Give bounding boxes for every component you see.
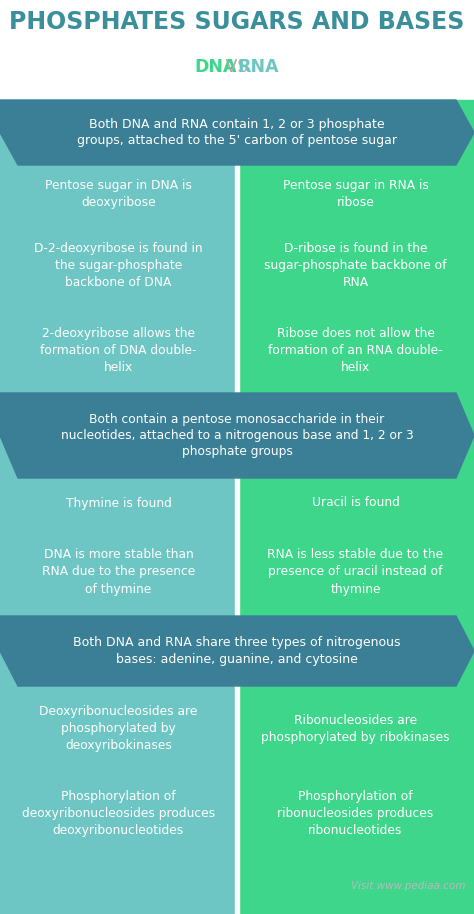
Polygon shape	[0, 100, 474, 165]
Text: VS: VS	[220, 58, 254, 76]
Text: Both DNA and RNA share three types of nitrogenous
bases: adenine, guanine, and c: Both DNA and RNA share three types of ni…	[73, 636, 401, 665]
Text: Visit www.pediaa.com: Visit www.pediaa.com	[352, 881, 466, 891]
Text: Both contain a pentose monosaccharide in their
nucleotides, attached to a nitrog: Both contain a pentose monosaccharide in…	[61, 412, 413, 459]
Text: RNA: RNA	[237, 58, 279, 76]
Text: Ribonucleosides are
phosphorylated by ribokinases: Ribonucleosides are phosphorylated by ri…	[261, 714, 450, 743]
Bar	[0, 100, 237, 914]
Bar	[235, 100, 239, 914]
Text: Thymine is found: Thymine is found	[65, 496, 172, 509]
Text: Pentose sugar in DNA is
deoxyribose: Pentose sugar in DNA is deoxyribose	[45, 179, 192, 209]
Polygon shape	[0, 616, 474, 686]
Text: Phosphorylation of
ribonucleosides produces
ribonucleotides: Phosphorylation of ribonucleosides produ…	[277, 790, 434, 837]
Text: RNA is less stable due to the
presence of uracil instead of
thymine: RNA is less stable due to the presence o…	[267, 548, 444, 596]
Polygon shape	[0, 393, 474, 478]
Text: DNA is more stable than
RNA due to the presence
of thymine: DNA is more stable than RNA due to the p…	[42, 548, 195, 596]
Text: D-2-deoxyribose is found in
the sugar-phosphate
backbone of DNA: D-2-deoxyribose is found in the sugar-ph…	[34, 242, 203, 289]
Text: Uracil is found: Uracil is found	[311, 496, 400, 509]
Text: DNA: DNA	[194, 58, 237, 76]
Text: Phosphorylation of
deoxyribonucleosides produces
deoxyribonucleotides: Phosphorylation of deoxyribonucleosides …	[22, 790, 215, 837]
Text: Ribose does not allow the
formation of an RNA double-
helix: Ribose does not allow the formation of a…	[268, 327, 443, 374]
Text: Both DNA and RNA contain 1, 2 or 3 phosphate
groups, attached to the 5' carbon o: Both DNA and RNA contain 1, 2 or 3 phosp…	[77, 118, 397, 147]
Text: D-ribose is found in the
sugar-phosphate backbone of
RNA: D-ribose is found in the sugar-phosphate…	[264, 242, 447, 289]
Bar	[237, 100, 474, 914]
Text: Deoxyribonucleosides are
phosphorylated by
deoxyribokinases: Deoxyribonucleosides are phosphorylated …	[39, 705, 198, 752]
Text: Pentose sugar in RNA is
ribose: Pentose sugar in RNA is ribose	[283, 179, 428, 209]
Text: PHOSPHATES SUGARS AND BASES: PHOSPHATES SUGARS AND BASES	[9, 10, 465, 34]
Text: 2-deoxyribose allows the
formation of DNA double-
helix: 2-deoxyribose allows the formation of DN…	[40, 327, 197, 374]
